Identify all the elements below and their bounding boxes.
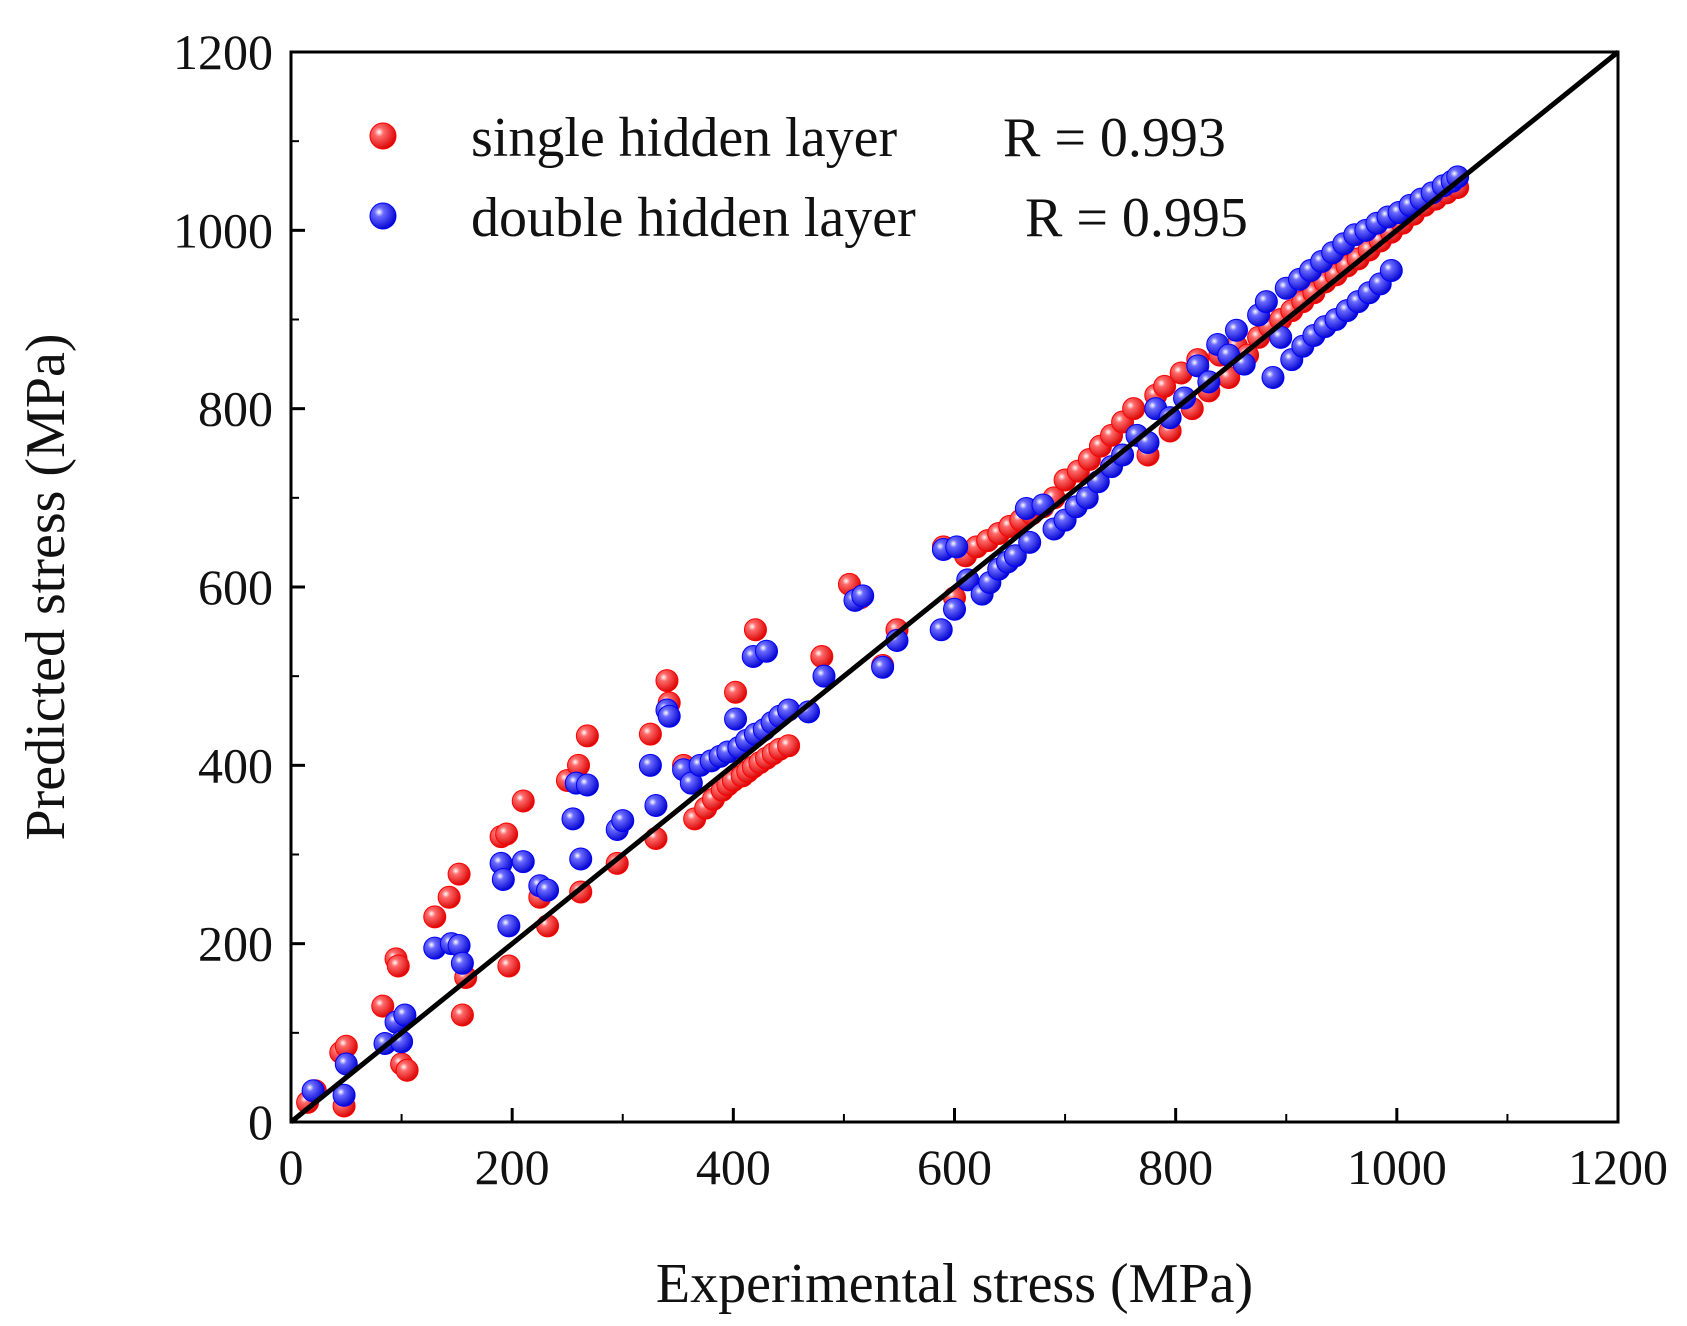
point-single-hidden-layer bbox=[386, 954, 410, 978]
x-tick-label: 200 bbox=[475, 1139, 550, 1195]
point-double-hidden-layer bbox=[945, 535, 969, 559]
point-single-hidden-layer bbox=[655, 669, 679, 693]
point-double-hidden-layer bbox=[871, 655, 895, 679]
point-double-hidden-layer bbox=[1186, 354, 1210, 378]
x-tick-label: 1200 bbox=[1568, 1139, 1668, 1195]
point-single-hidden-layer bbox=[1153, 374, 1177, 398]
x-axis-title: Experimental stress (MPa) bbox=[656, 1253, 1253, 1315]
point-double-hidden-layer bbox=[851, 584, 875, 608]
x-tick-label: 600 bbox=[917, 1139, 992, 1195]
x-tick-label: 400 bbox=[696, 1139, 771, 1195]
point-double-hidden-layer bbox=[1003, 544, 1027, 568]
point-single-hidden-layer bbox=[450, 1003, 474, 1027]
point-double-hidden-layer bbox=[561, 807, 585, 831]
x-tick-label: 0 bbox=[279, 1139, 304, 1195]
point-single-hidden-layer bbox=[495, 822, 519, 846]
point-double-hidden-layer bbox=[450, 951, 474, 975]
point-double-hidden-layer bbox=[657, 704, 681, 728]
legend-marker-double-hidden-layer bbox=[369, 202, 397, 230]
point-double-hidden-layer bbox=[491, 867, 515, 891]
point-double-hidden-layer bbox=[569, 847, 593, 871]
legend-marker-single-hidden-layer bbox=[369, 122, 397, 150]
point-single-hidden-layer bbox=[511, 789, 535, 813]
point-double-hidden-layer bbox=[393, 1003, 417, 1027]
legend-label-single-hidden-layer: single hidden layer bbox=[471, 107, 897, 169]
legend-label-double-hidden-layer: double hidden layer bbox=[471, 187, 916, 249]
point-double-hidden-layer bbox=[929, 618, 953, 642]
point-single-hidden-layer bbox=[1122, 397, 1146, 421]
y-tick-label: 0 bbox=[248, 1094, 273, 1150]
point-double-hidden-layer bbox=[724, 707, 748, 731]
point-single-hidden-layer bbox=[724, 680, 748, 704]
y-tick-label: 200 bbox=[198, 916, 273, 972]
point-double-hidden-layer bbox=[1224, 318, 1248, 342]
point-double-hidden-layer bbox=[943, 597, 966, 621]
point-single-hidden-layer bbox=[743, 618, 767, 642]
point-double-hidden-layer bbox=[1254, 290, 1278, 314]
point-double-hidden-layer bbox=[755, 639, 779, 663]
point-double-hidden-layer bbox=[644, 793, 668, 817]
reference-line bbox=[289, 50, 1620, 1124]
point-double-hidden-layer bbox=[332, 1083, 356, 1107]
point-double-hidden-layer bbox=[638, 753, 662, 777]
point-single-hidden-layer bbox=[371, 994, 395, 1018]
point-single-hidden-layer bbox=[437, 885, 461, 909]
point-single-hidden-layer bbox=[497, 954, 521, 978]
point-double-hidden-layer bbox=[611, 809, 635, 833]
point-double-hidden-layer bbox=[497, 914, 521, 938]
point-single-hidden-layer bbox=[777, 734, 801, 758]
x-tick-label: 800 bbox=[1138, 1139, 1213, 1195]
point-double-hidden-layer bbox=[812, 664, 836, 688]
point-double-hidden-layer bbox=[1158, 406, 1182, 430]
y-tick-label: 800 bbox=[198, 381, 273, 437]
axis-ticks: 0 200 400 600 800 1000 1200 0 200 400 600 800 1000 12… bbox=[173, 24, 1668, 1195]
point-double-hidden-layer bbox=[1018, 530, 1042, 554]
point-single-hidden-layer bbox=[810, 645, 834, 669]
y-tick-label: 1200 bbox=[173, 24, 273, 80]
y-axis-title: Predicted stress (MPa) bbox=[15, 333, 77, 840]
point-double-hidden-layer bbox=[1379, 258, 1403, 282]
point-double-hidden-layer bbox=[575, 773, 599, 797]
legend-stat-double-hidden-layer: R = 0.995 bbox=[1025, 187, 1248, 249]
point-single-hidden-layer bbox=[638, 722, 662, 746]
legend-stat-single-hidden-layer: R = 0.993 bbox=[1003, 107, 1226, 169]
legend: single hidden layer R = 0.993 double hid… bbox=[369, 107, 1248, 249]
point-single-hidden-layer bbox=[423, 905, 447, 929]
x-tick-label: 1000 bbox=[1347, 1139, 1447, 1195]
point-double-hidden-layer bbox=[1075, 486, 1099, 510]
point-double-hidden-layer bbox=[1261, 365, 1285, 389]
point-double-hidden-layer bbox=[1446, 165, 1470, 189]
y-tick-label: 1000 bbox=[173, 202, 273, 258]
point-single-hidden-layer bbox=[605, 851, 629, 875]
point-double-hidden-layer bbox=[536, 878, 560, 902]
points-layer bbox=[296, 165, 1470, 1118]
point-double-hidden-layer bbox=[511, 850, 535, 874]
y-tick-label: 400 bbox=[198, 737, 273, 793]
point-single-hidden-layer bbox=[395, 1058, 419, 1082]
point-single-hidden-layer bbox=[575, 724, 599, 748]
y-tick-label: 600 bbox=[198, 559, 273, 615]
point-single-hidden-layer bbox=[447, 862, 471, 886]
